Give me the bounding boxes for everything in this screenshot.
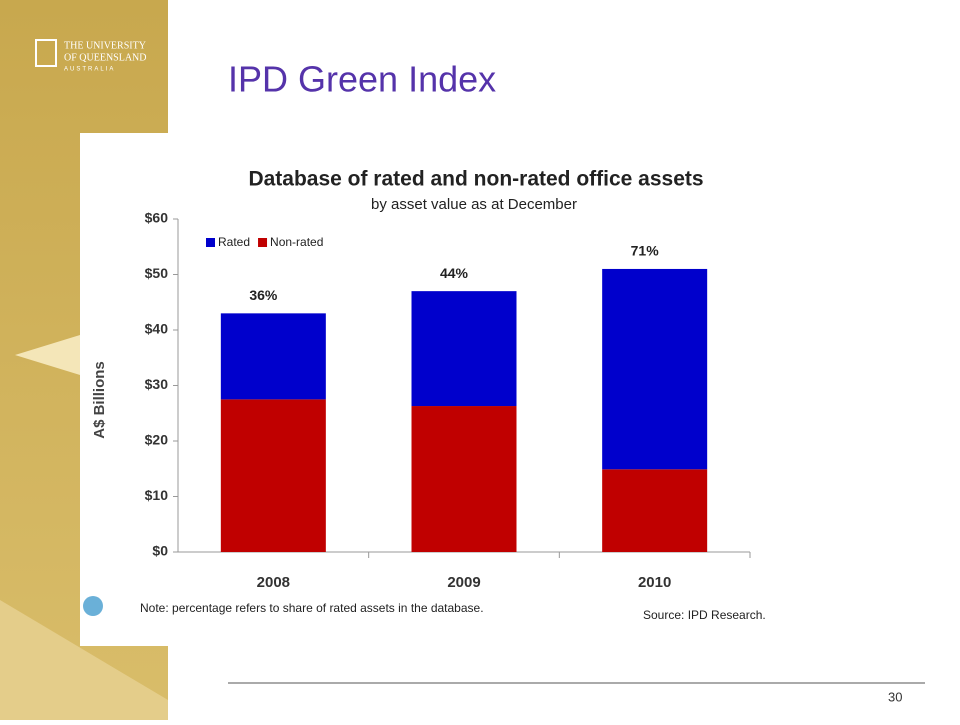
y-tick-label: $60	[145, 210, 169, 226]
gold-accent	[0, 600, 168, 720]
logo-crest	[35, 39, 57, 67]
chart-subtitle: by asset value as at December	[371, 196, 577, 213]
y-tick-label: $30	[145, 376, 169, 392]
page-number: 30	[888, 689, 902, 704]
gold-arrow	[15, 335, 80, 375]
bar-top-label: 36%	[249, 287, 278, 303]
x-tick-label: 2008	[257, 574, 290, 591]
chart-source: Source: IPD Research.	[643, 608, 766, 622]
y-tick-label: $0	[152, 543, 168, 559]
y-tick-label: $20	[145, 432, 169, 448]
slide-title: IPD Green Index	[228, 59, 496, 100]
bar-segment	[220, 313, 326, 400]
bar-top-label: 44%	[440, 265, 469, 281]
bar-segment	[602, 469, 708, 552]
x-tick-label: 2010	[638, 574, 671, 591]
y-tick-label: $10	[145, 487, 169, 503]
legend-swatch	[206, 238, 215, 247]
logo-text: AUSTRALIA	[64, 67, 115, 73]
chart: Database of rated and non-rated office a…	[91, 168, 766, 623]
y-tick-label: $50	[145, 265, 169, 281]
bar-segment	[411, 406, 517, 552]
chart-note: Note: percentage refers to share of rate…	[140, 601, 484, 615]
legend-swatch	[258, 238, 268, 247]
chart-title: Database of rated and non-rated office a…	[248, 168, 703, 191]
bar-segment	[602, 268, 708, 470]
legend-label: Rated	[218, 235, 250, 249]
y-tick-label: $40	[145, 321, 169, 337]
y-axis-label: A$ Billions	[91, 361, 108, 439]
legend-label: Non-rated	[270, 235, 323, 249]
ipd-logo	[83, 596, 103, 616]
bar-segment	[220, 399, 326, 552]
bar-segment	[411, 291, 517, 407]
bar-top-label: 71%	[631, 243, 660, 259]
x-tick-label: 2009	[447, 574, 480, 591]
logo-text: THE UNIVERSITY	[64, 40, 146, 51]
logo-text: OF QUEENSLAND	[64, 52, 147, 63]
